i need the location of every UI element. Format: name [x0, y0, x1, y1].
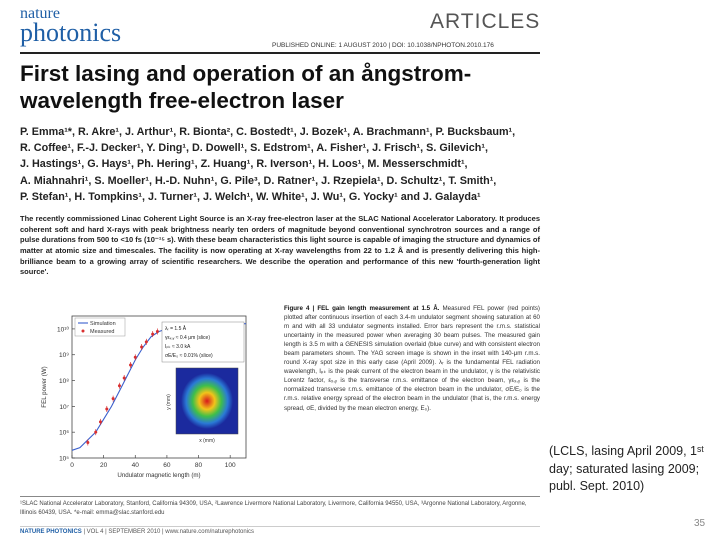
article-title: First lasing and operation of an ångstro… [20, 61, 472, 113]
measured-point [98, 420, 102, 424]
published-line: PUBLISHED ONLINE: 1 AUGUST 2010 | DOI: 1… [272, 42, 494, 49]
measured-point [129, 363, 133, 367]
caption-title: Figure 4 | FEL gain length measurement a… [284, 305, 440, 312]
x-tick-label: 40 [132, 462, 140, 469]
author-line: P. Emma¹*, R. Akre¹, J. Arthur¹, R. Bion… [20, 126, 516, 138]
measured-point [86, 441, 90, 445]
measured-point [133, 355, 137, 359]
y-tick-label: 10⁵ [59, 456, 69, 463]
y-tick-label: 10⁷ [59, 404, 69, 411]
legend-label: Measured [90, 329, 114, 335]
y-axis-label: FEL power (W) [41, 366, 48, 407]
measured-point [111, 397, 115, 401]
affiliations: ¹SLAC National Accelerator Laboratory, S… [20, 496, 540, 517]
measured-point [155, 329, 159, 333]
journal-logo: nature photonics [20, 6, 121, 46]
y-tick-label: 10¹⁰ [57, 325, 69, 333]
yag-x-label: x (mm) [199, 438, 215, 444]
parameter-box [161, 321, 245, 363]
y-tick-label: 10⁹ [59, 352, 69, 359]
measured-point [94, 430, 98, 434]
figure-caption: Figure 4 | FEL gain length measurement a… [284, 304, 540, 413]
parameter-label: σE/E₀ ≈ 0.01% (slice) [165, 353, 213, 359]
measured-point [117, 384, 121, 388]
journal-name-line1: nature [20, 5, 60, 22]
yag-y-label: y (mm) [166, 394, 172, 410]
author-line: R. Coffee¹, F.-J. Decker¹, Y. Ding¹, D. … [20, 142, 488, 155]
legend-swatch-measured [81, 329, 85, 333]
gain-length-figure: 10⁵ 10⁶ 10⁷ 10⁸ 10⁹ 10¹⁰ 0 20 40 60 80 100 Undulator… [36, 302, 286, 492]
x-tick-label: 100 [225, 462, 236, 469]
paper-page: nature photonics ARTICLES PUBLISHED ONLI… [12, 0, 542, 540]
caption-body: Measured FEL power (red points) plotted … [284, 305, 540, 412]
fel-power-chart: 10⁵ 10⁶ 10⁷ 10⁸ 10⁹ 10¹⁰ 0 20 40 60 80 100 Undulator… [41, 315, 247, 479]
measured-point [151, 332, 155, 336]
parameter-label: λᵣ = 1.5 Å [165, 325, 187, 332]
abstract: The recently commissioned Linac Coherent… [20, 214, 540, 277]
slide-note: (LCLS, lasing April 2009, 1ˢᵗ day; satur… [549, 444, 704, 493]
x-tick-label: 60 [163, 462, 171, 469]
measured-point [105, 407, 109, 411]
page-footer: NATURE PHOTONICS | VOL 4 | SEPTEMBER 201… [20, 526, 540, 535]
y-tick-label: 10⁶ [59, 430, 69, 437]
author-line: P. Stefan¹, H. Tompkins¹, J. Turner¹, J.… [20, 190, 481, 203]
slide-page-number: 35 [694, 518, 706, 529]
author-list: P. Emma¹*, R. Akre¹, J. Arthur¹, R. Bion… [20, 124, 540, 205]
yag-xray-spot [181, 373, 233, 429]
measured-point [140, 345, 144, 349]
parameter-label: Iₚₖ ≈ 3.0 kA [165, 344, 191, 350]
section-label: ARTICLES [430, 10, 541, 33]
footer-journal: NATURE PHOTONICS [20, 529, 82, 535]
measured-point [144, 340, 148, 344]
x-tick-label: 20 [100, 462, 108, 469]
header-divider [20, 52, 540, 54]
x-tick-label: 0 [70, 462, 74, 469]
journal-name-line2: photonics [20, 18, 122, 47]
author-line: A. Miahnahri¹, S. Moeller¹, H.-D. Nuhn¹,… [20, 174, 497, 187]
measured-point [122, 376, 126, 380]
parameter-label: γεₓ,ᵧ ≈ 0.4 μm (slice) [165, 335, 210, 341]
y-tick-label: 10⁸ [59, 378, 69, 385]
author-line: J. Hastings¹, G. Hays¹, Ph. Hering¹, Z. … [20, 158, 468, 171]
x-tick-label: 80 [195, 462, 203, 469]
footer-info: | VOL 4 | SEPTEMBER 2010 | www.nature.co… [83, 529, 254, 535]
legend-label: Simulation [90, 321, 116, 327]
x-axis-label: Undulator magnetic length (m) [117, 472, 200, 479]
